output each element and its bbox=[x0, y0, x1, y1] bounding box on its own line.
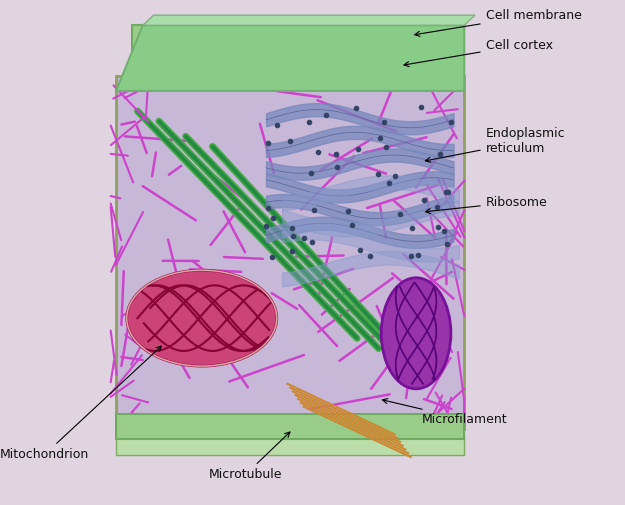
Polygon shape bbox=[116, 434, 464, 454]
Polygon shape bbox=[132, 25, 454, 71]
Text: Microtubule: Microtubule bbox=[209, 432, 290, 481]
Ellipse shape bbox=[381, 278, 451, 389]
Text: Endoplasmic
reticulum: Endoplasmic reticulum bbox=[426, 127, 566, 162]
Polygon shape bbox=[116, 414, 464, 439]
Ellipse shape bbox=[127, 270, 277, 366]
Text: Cell membrane: Cell membrane bbox=[414, 9, 582, 36]
Text: Ribosome: Ribosome bbox=[426, 195, 548, 214]
Text: Cell cortex: Cell cortex bbox=[404, 39, 552, 67]
Polygon shape bbox=[143, 15, 475, 25]
Text: Microfilament: Microfilament bbox=[382, 398, 507, 426]
Polygon shape bbox=[116, 76, 464, 429]
Polygon shape bbox=[116, 25, 464, 91]
Text: Mitochondrion: Mitochondrion bbox=[0, 346, 161, 461]
